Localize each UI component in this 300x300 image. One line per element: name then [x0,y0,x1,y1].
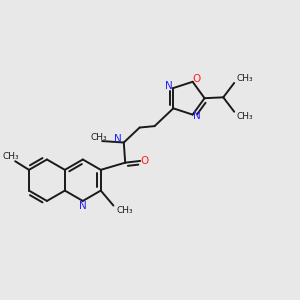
Text: O: O [141,156,149,166]
Text: O: O [193,74,201,85]
Text: CH₃: CH₃ [236,112,253,121]
Text: CH₃: CH₃ [90,133,107,142]
Text: N: N [165,81,173,91]
Text: CH₃: CH₃ [236,74,253,83]
Text: N: N [194,111,201,121]
Text: N: N [114,134,121,144]
Text: CH₃: CH₃ [2,152,19,161]
Text: N: N [79,201,87,211]
Text: CH₃: CH₃ [117,206,134,214]
